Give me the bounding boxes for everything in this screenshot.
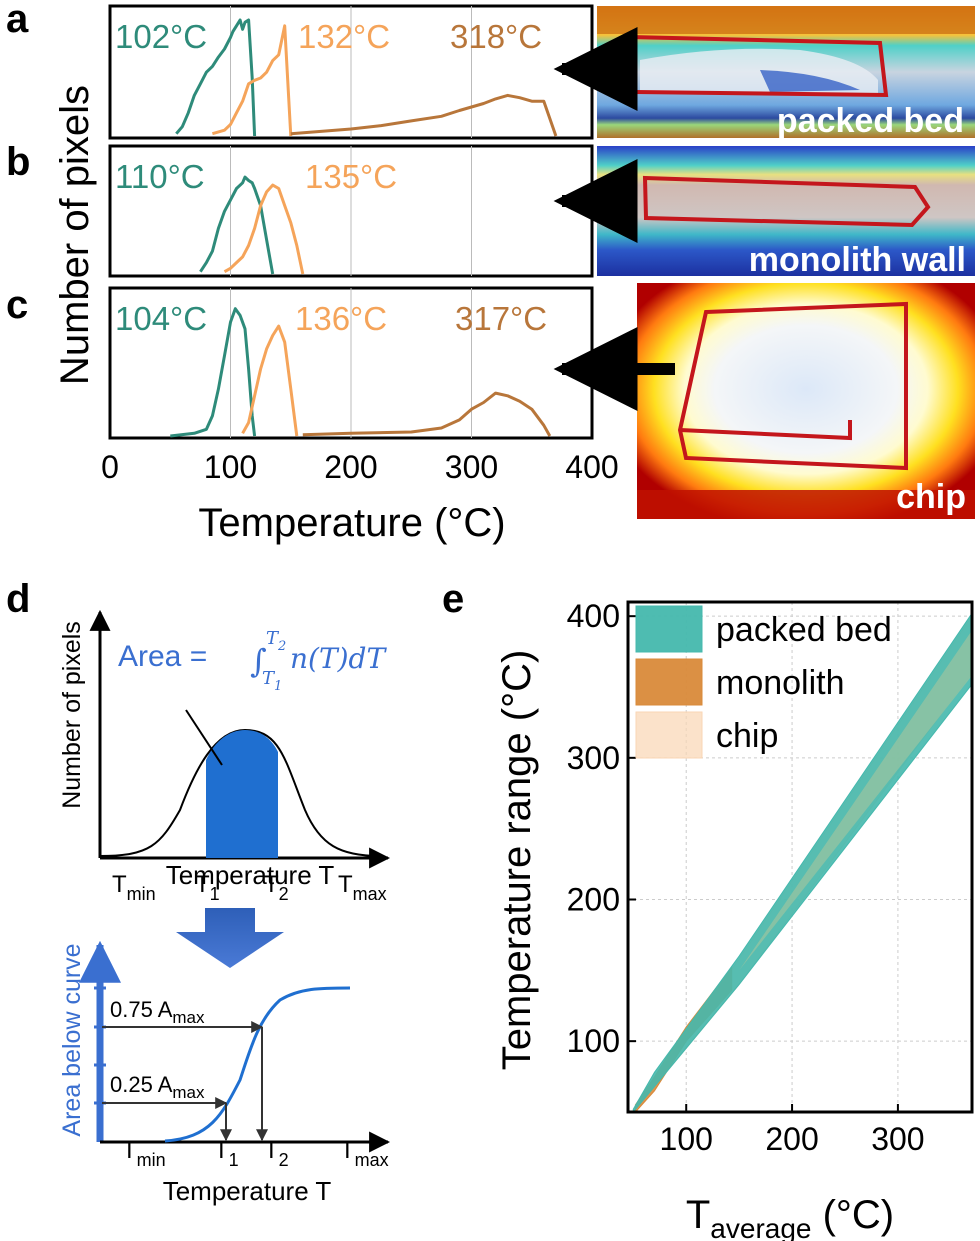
annotation-brown: 317°C [455, 300, 547, 337]
xtick2-tmax: Tmax [340, 1137, 389, 1170]
e-ylabel: Temperature range (°C) [495, 650, 539, 1071]
integral-lower: T1 [262, 668, 282, 694]
legend-label-packed-bed: packed bed [716, 611, 892, 649]
d-ylabel-pixels: Number of pixels [58, 621, 86, 809]
histogram-a: 102°C 132°C 318°C [108, 4, 594, 140]
annotation-teal: 110°C [115, 158, 205, 195]
xtick2-t2: T2 [264, 1137, 289, 1170]
amax-75-label: 0.75 Amax [110, 997, 205, 1027]
panel-label-c: c [6, 283, 28, 327]
e-xlabel: Taverage (°C) [686, 1193, 894, 1241]
histogram-c: 104°C 136°C 317°C [108, 286, 594, 440]
band-overlap [739, 630, 972, 971]
top-ylabel: Number of pixels [53, 85, 97, 385]
integral-upper: T2 [266, 628, 286, 654]
image-label-monolith-wall: monolith wall [749, 241, 966, 279]
series-orange-line [241, 324, 299, 437]
thermal-image-monolith-wall: monolith wall [597, 146, 975, 279]
integrand: n(T)dT [290, 642, 387, 675]
e-ytick-label: 200 [567, 882, 620, 918]
series-orange-line [211, 24, 293, 137]
annotation-orange: 136°C [295, 300, 387, 337]
arrows-to-charts [553, 27, 675, 411]
xtick-tmin: Tmin [112, 871, 156, 904]
histogram-b: 110°C 135°C [108, 144, 594, 278]
xtick2-tmin: Tmin [122, 1137, 166, 1170]
legend-label-monolith: monolith [716, 664, 845, 702]
xtick-t2: T2 [264, 871, 289, 904]
xtick-300: 300 [445, 449, 498, 485]
annotation-orange: 132°C [298, 18, 390, 55]
d-xlabel-bottom: Temperature T [163, 1176, 332, 1206]
series-teal-line [175, 18, 257, 137]
xtick-400: 400 [565, 449, 618, 485]
legend-label-chip: chip [716, 717, 778, 755]
panel-e-chart: 100 200 300 100 200 300 400 packed bed monolith c… [567, 598, 974, 1157]
top-xticks: 0 100 200 300 400 [101, 449, 619, 485]
e-xtick-label: 200 [765, 1121, 818, 1157]
annotation-teal: 102°C [115, 18, 207, 55]
annotation-brown: 318°C [450, 18, 542, 55]
legend-swatch-packed-bed [635, 605, 703, 653]
down-arrow-icon [176, 908, 284, 968]
annotation-orange: 135°C [305, 158, 397, 195]
panel-label-b: b [6, 140, 30, 184]
series-teal-line [170, 307, 257, 438]
annotation-teal: 104°C [115, 300, 207, 337]
panel-d-schematic: Number of pixels Area = ∫ T2 T1 n(T)dT T… [58, 609, 391, 1206]
thermal-image-packed-bed: packed bed [597, 6, 975, 140]
image-label-packed-bed: packed bed [777, 102, 964, 140]
area-label: Area = [118, 640, 207, 673]
e-ytick-label: 300 [567, 740, 620, 776]
temperature-histograms: 102°C 132°C 318°C 110°C 135°C 104°C 136°C 317°C [108, 4, 594, 440]
e-ytick-label: 400 [567, 598, 620, 634]
top-xlabel: Temperature (°C) [198, 501, 505, 545]
integral-symbol: ∫ [250, 642, 267, 680]
e-ytick-label: 100 [567, 1023, 620, 1059]
image-label-chip: chip [896, 478, 966, 516]
panel-label-d: d [6, 577, 30, 621]
e-xtick-label: 100 [660, 1121, 713, 1157]
legend-swatch-chip [635, 711, 703, 759]
series-brown-line [290, 93, 558, 137]
series-brown-line [302, 391, 552, 437]
e-legend: packed bed monolith chip [635, 605, 892, 759]
xtick2-t1: T1 [214, 1137, 239, 1170]
integral-area [206, 730, 278, 858]
xtick-200: 200 [324, 449, 377, 485]
xtick-0: 0 [101, 449, 119, 485]
series-teal-line [199, 175, 275, 275]
xtick-tmax: Tmax [338, 871, 387, 904]
legend-swatch-monolith [635, 658, 703, 706]
xtick-100: 100 [204, 449, 257, 485]
amax-25-label: 0.25 Amax [110, 1072, 205, 1102]
d-xlabel-top: Temperature T [166, 860, 335, 890]
d-ylabel-area: Area below curve [58, 943, 86, 1136]
panel-label-a: a [6, 0, 29, 41]
thermal-image-chip: chip [637, 283, 975, 519]
series-orange-line [223, 183, 305, 275]
e-xtick-label: 300 [871, 1121, 924, 1157]
e-frame [626, 600, 974, 1114]
xtick-t1: T1 [195, 871, 220, 904]
panel-label-e: e [442, 577, 464, 621]
